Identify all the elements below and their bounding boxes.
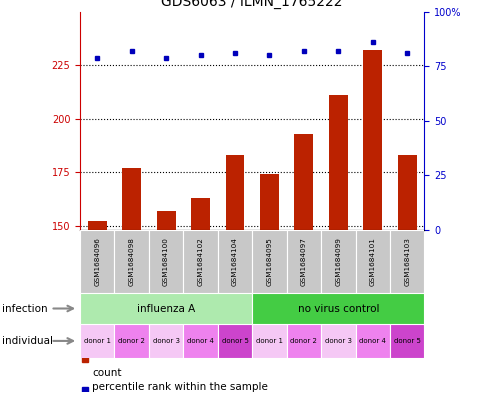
Bar	[80, 324, 114, 358]
Text: infection: infection	[2, 304, 48, 314]
Text: GSM1684101: GSM1684101	[369, 237, 375, 286]
Text: donor 4: donor 4	[359, 338, 385, 344]
Text: percentile rank within the sample: percentile rank within the sample	[92, 382, 268, 392]
Text: influenza A: influenza A	[136, 303, 195, 314]
Bar	[225, 155, 244, 230]
Text: donor 3: donor 3	[324, 338, 351, 344]
Text: GSM1684097: GSM1684097	[300, 237, 306, 286]
Bar	[88, 221, 106, 230]
Title: GDS6063 / ILMN_1765222: GDS6063 / ILMN_1765222	[161, 0, 342, 9]
Bar	[217, 230, 252, 293]
Bar	[397, 155, 416, 230]
Text: individual: individual	[2, 336, 53, 346]
Text: donor 1: donor 1	[256, 338, 282, 344]
Text: donor 3: donor 3	[152, 338, 179, 344]
Text: GSM1684103: GSM1684103	[403, 237, 409, 286]
Bar	[320, 230, 355, 293]
Bar	[149, 230, 183, 293]
Bar	[355, 230, 389, 293]
Text: GSM1684098: GSM1684098	[128, 237, 135, 286]
Text: donor 4: donor 4	[187, 338, 213, 344]
Bar	[252, 324, 286, 358]
Bar	[259, 174, 278, 230]
Text: GSM1684102: GSM1684102	[197, 237, 203, 286]
Bar	[286, 324, 320, 358]
Text: donor 2: donor 2	[290, 338, 317, 344]
Bar	[80, 293, 252, 324]
Text: donor 2: donor 2	[118, 338, 145, 344]
Bar	[252, 293, 424, 324]
Bar	[183, 230, 217, 293]
Text: GSM1684100: GSM1684100	[163, 237, 169, 286]
Bar	[363, 50, 381, 230]
Bar	[355, 324, 389, 358]
Bar	[294, 134, 313, 230]
Bar	[114, 230, 149, 293]
Bar	[252, 230, 286, 293]
Text: GSM1684104: GSM1684104	[231, 237, 238, 286]
Bar	[389, 324, 424, 358]
Bar	[389, 230, 424, 293]
Text: donor 5: donor 5	[393, 338, 420, 344]
Bar	[156, 211, 175, 230]
Bar	[191, 198, 210, 230]
Bar	[328, 95, 347, 230]
Text: GSM1684096: GSM1684096	[94, 237, 100, 286]
Bar	[320, 324, 355, 358]
Bar	[122, 168, 141, 230]
Text: GSM1684095: GSM1684095	[266, 237, 272, 286]
Bar	[80, 230, 114, 293]
Text: count: count	[92, 367, 121, 378]
Text: GSM1684099: GSM1684099	[334, 237, 341, 286]
Text: donor 5: donor 5	[221, 338, 248, 344]
Bar	[149, 324, 183, 358]
Bar	[114, 324, 149, 358]
Text: donor 1: donor 1	[84, 338, 110, 344]
Bar	[183, 324, 217, 358]
Bar	[286, 230, 320, 293]
Text: no virus control: no virus control	[297, 303, 378, 314]
Bar	[217, 324, 252, 358]
